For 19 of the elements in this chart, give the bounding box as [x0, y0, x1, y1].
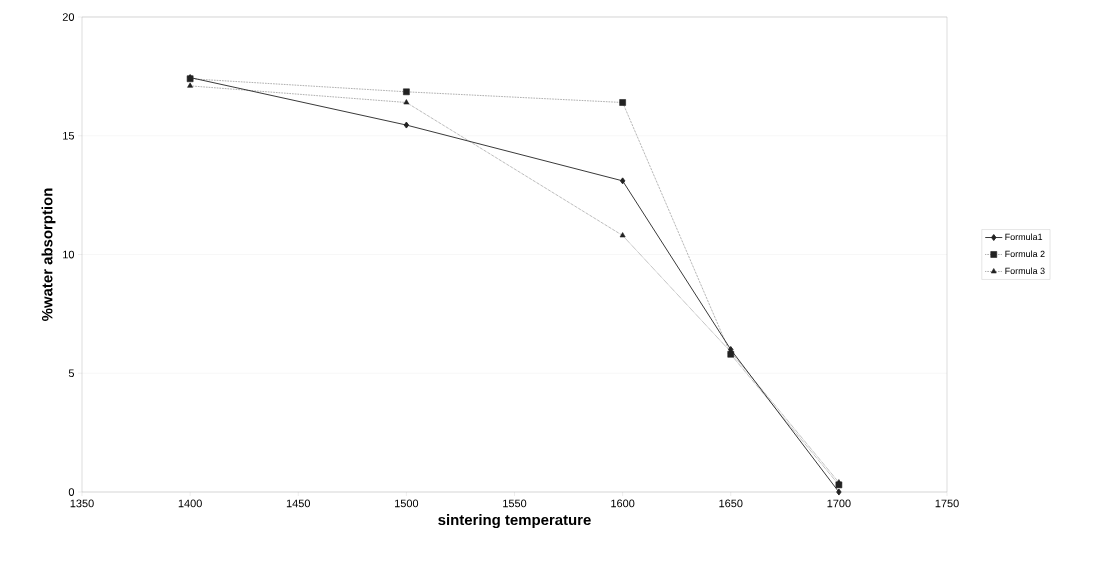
- y-tick-label: 10: [63, 250, 75, 259]
- x-tick-label: 1650: [719, 499, 743, 508]
- x-tick-label: 1450: [286, 499, 310, 508]
- y-tick-label: 20: [62, 13, 75, 21]
- y-tick-label: 0: [68, 488, 75, 496]
- x-tick-label: 1600: [611, 499, 635, 508]
- legend-label: Formula1: [1005, 233, 1043, 241]
- x-tick-label: 1750: [935, 499, 959, 508]
- y-tick-label: 15: [63, 131, 75, 140]
- x-tick-label: 1350: [70, 499, 94, 508]
- x-tick-label: 1500: [395, 499, 419, 508]
- legend-label: Formula 3: [1005, 267, 1045, 275]
- x-tick-label: 1700: [827, 499, 851, 508]
- x-tick-label: 1550: [503, 499, 527, 508]
- legend-label: Formula 2: [1005, 250, 1045, 258]
- x-axis-title: sintering temperature: [438, 514, 591, 529]
- y-tick-label: 5: [68, 369, 75, 378]
- y-axis-title: %water absorption: [41, 188, 56, 321]
- x-tick-label: 1400: [178, 499, 202, 508]
